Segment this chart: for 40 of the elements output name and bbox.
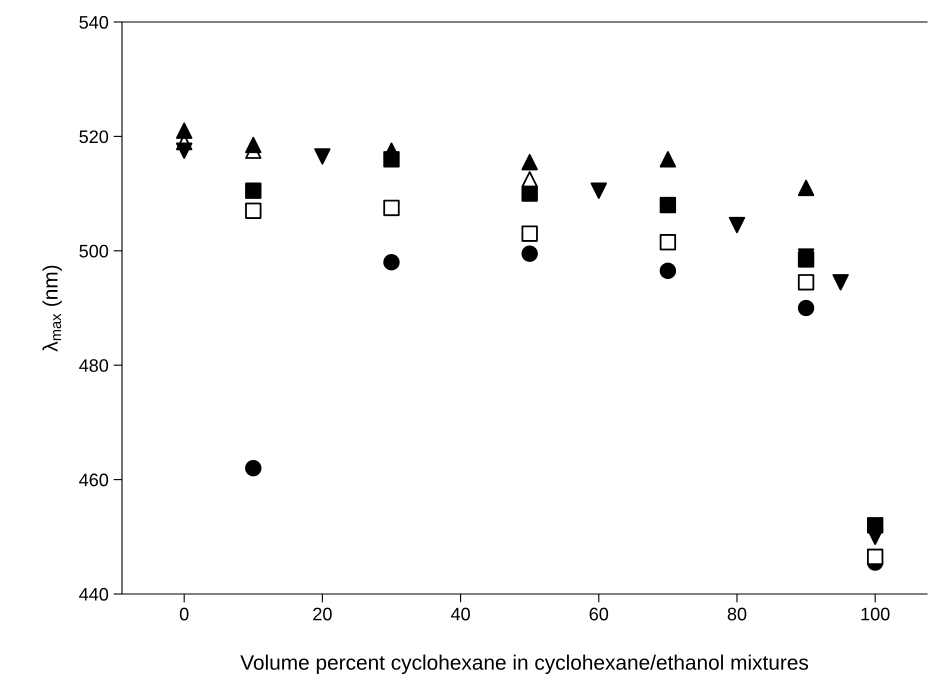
point (245, 460, 262, 476)
point (590, 182, 607, 199)
point (660, 234, 676, 250)
x-tick-label: 0 (180, 608, 189, 620)
y-tick-label: 440 (79, 588, 108, 601)
point (798, 300, 814, 316)
point (521, 245, 538, 262)
x-tick-label: 20 (313, 608, 332, 620)
point (660, 262, 676, 280)
point (383, 254, 400, 270)
point (660, 151, 676, 168)
y-tick-label: 500 (79, 244, 108, 258)
x-tick-label: 100 (861, 608, 890, 620)
y-axis-title: λ$_{max}$ (nm) (42, 266, 62, 352)
point (660, 196, 676, 214)
point (383, 200, 400, 216)
point (798, 274, 814, 290)
point (832, 274, 849, 290)
x-axis-title: Volume percent cyclohexane in cyclohexane/ethanol mixtures (240, 654, 808, 674)
point (314, 148, 331, 165)
point (176, 142, 192, 159)
y-tick-label: 520 (79, 130, 108, 144)
point (245, 182, 262, 199)
point (245, 202, 262, 219)
point (521, 185, 538, 202)
point (798, 180, 814, 196)
x-tick-label: 40 (450, 608, 470, 620)
x-tick-label: 80 (728, 608, 746, 620)
point (866, 528, 884, 545)
x-tick-label: 60 (590, 608, 608, 620)
y-tick-label: 540 (79, 16, 108, 29)
point (728, 216, 746, 234)
point (383, 142, 400, 159)
point (176, 122, 192, 139)
y-tick-label: 460 (79, 474, 108, 486)
point (245, 136, 262, 154)
point (521, 154, 538, 170)
point (866, 548, 884, 566)
y-tick-label: 480 (79, 359, 108, 372)
point (521, 225, 538, 242)
